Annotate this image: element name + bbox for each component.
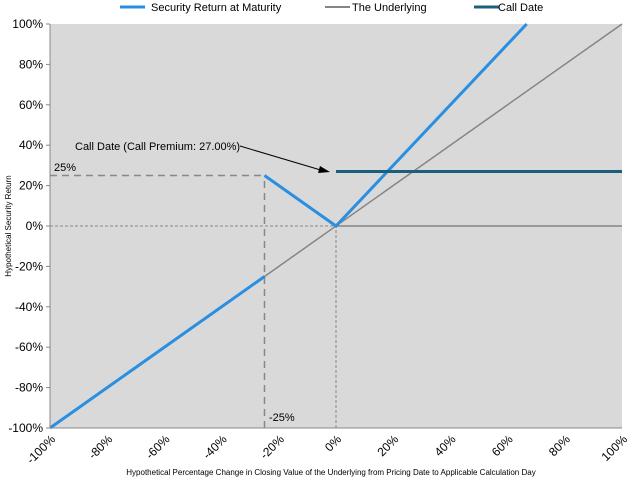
x-tick-label: -60% [143,432,173,462]
x-tick-label: 40% [432,432,459,459]
y-marker-label: 25% [54,162,76,174]
y-tick-label: 60% [19,98,43,112]
y-axis-label: Hypothetical Security Return [4,175,13,276]
annotation-arrow [239,145,325,172]
y-tick-label: 0% [26,219,44,233]
y-tick-label: -80% [15,381,43,395]
x-tick-label: 80% [546,432,573,459]
legend-label: The Underlying [352,2,427,14]
x-tick-label: -100% [24,432,59,467]
x-tick-label: 0% [322,432,344,454]
y-tick-label: 100% [12,17,43,31]
x-tick-label: -20% [257,432,287,462]
y-tick-label: -20% [15,259,43,273]
y-tick-label: 80% [19,57,43,71]
x-marker-label: -25% [269,412,295,424]
x-tick-label: -80% [86,432,116,462]
x-tick-label: -40% [200,432,230,462]
y-tick-label: -40% [15,300,43,314]
y-tick-label: 40% [19,138,43,152]
series-line-security-return-at-maturity [49,275,266,430]
x-tick-label: 20% [374,432,401,459]
x-axis-label: Hypothetical Percentage Change in Closin… [126,468,535,477]
x-tick-label: 60% [489,432,516,459]
arrowhead [318,166,330,173]
call-premium-annotation: Call Date (Call Premium: 27.00%) [75,141,240,153]
legend-label: Call Date [498,2,543,14]
y-tick-label: -100% [8,421,43,435]
legend-label: Security Return at Maturity [151,2,282,14]
y-tick-label: -60% [15,340,43,354]
x-tick-label: 100% [599,432,631,464]
legend: Security Return at Maturity The Underlyin… [120,2,543,14]
series-line-security-return-at-maturity [263,22,528,228]
y-tick-label: 20% [19,179,43,193]
